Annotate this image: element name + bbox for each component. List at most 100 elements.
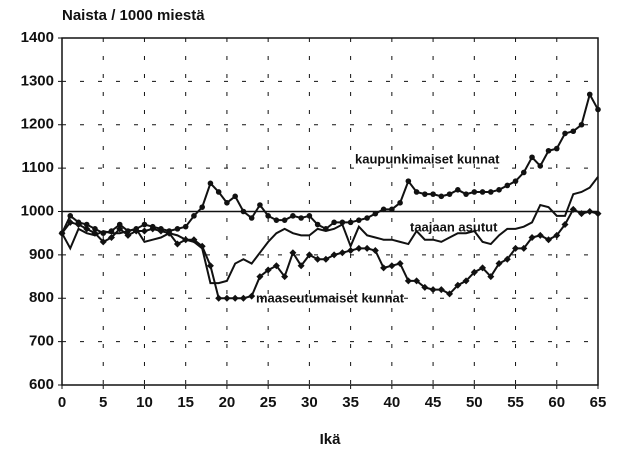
marker: [438, 193, 445, 200]
marker: [463, 191, 469, 197]
marker: [173, 240, 181, 248]
marker: [116, 221, 123, 228]
marker: [182, 236, 190, 244]
marker: [471, 189, 478, 195]
marker: [297, 262, 305, 270]
marker: [281, 217, 288, 223]
marker: [149, 225, 157, 233]
marker: [306, 213, 313, 219]
y-tick-label: 900: [29, 246, 54, 263]
marker: [215, 294, 223, 302]
marker: [586, 208, 594, 215]
marker: [264, 266, 272, 274]
x-tick-label: 30: [301, 394, 318, 411]
marker: [314, 221, 321, 228]
marker: [281, 273, 289, 281]
x-axis-title: Ikä: [320, 431, 342, 448]
marker: [495, 260, 503, 268]
marker: [66, 218, 74, 226]
series-line: [61, 176, 599, 285]
marker: [553, 145, 560, 152]
marker: [191, 213, 197, 219]
marker: [512, 244, 520, 252]
x-tick-label: 40: [384, 394, 401, 411]
marker: [446, 290, 454, 298]
marker: [339, 219, 346, 226]
marker: [207, 180, 214, 187]
marker: [389, 206, 395, 213]
marker: [165, 229, 173, 237]
marker: [314, 255, 322, 263]
marker: [67, 213, 74, 219]
marker: [595, 106, 601, 113]
marker: [455, 187, 461, 193]
marker: [232, 193, 238, 200]
marker: [322, 255, 330, 263]
marker: [487, 273, 495, 281]
marker: [199, 204, 205, 210]
marker: [331, 219, 337, 226]
marker: [356, 217, 362, 223]
y-tick-label: 1300: [21, 72, 54, 89]
marker: [397, 200, 403, 206]
marker: [257, 202, 263, 208]
marker: [413, 189, 420, 195]
marker: [347, 247, 355, 255]
marker: [338, 249, 346, 257]
y-tick-label: 1200: [21, 116, 54, 133]
marker: [347, 219, 354, 226]
marker: [248, 292, 256, 300]
marker: [404, 277, 412, 285]
marker: [265, 213, 271, 219]
marker: [437, 286, 445, 294]
x-tick-label: 65: [590, 394, 607, 411]
x-tick-label: 35: [342, 394, 359, 411]
y-tick-label: 700: [29, 333, 54, 350]
marker: [116, 225, 124, 233]
marker: [83, 225, 91, 233]
marker: [586, 91, 593, 98]
marker: [206, 262, 214, 270]
marker: [496, 187, 502, 193]
y-tick-label: 1100: [21, 159, 54, 176]
marker: [289, 249, 297, 257]
marker: [363, 244, 371, 252]
marker: [380, 206, 387, 213]
series-label: maaseutumaiset kunnat: [256, 290, 405, 305]
marker: [578, 121, 585, 128]
marker: [422, 191, 428, 197]
marker: [462, 277, 470, 285]
marker: [141, 221, 148, 228]
marker: [561, 221, 569, 229]
x-tick-label: 0: [58, 394, 66, 411]
marker: [224, 200, 230, 206]
marker: [239, 294, 247, 302]
marker: [504, 182, 511, 189]
marker: [92, 226, 98, 232]
marker: [58, 229, 66, 237]
marker: [371, 247, 379, 255]
x-tick-label: 5: [99, 394, 107, 411]
y-tick-label: 600: [29, 376, 54, 393]
marker: [215, 189, 222, 195]
series-label: kaupunkimaiset kunnat: [355, 151, 500, 166]
marker: [529, 154, 535, 161]
marker: [537, 163, 544, 169]
y-tick-label: 800: [29, 289, 54, 306]
marker: [223, 294, 231, 302]
marker: [569, 205, 577, 213]
marker: [413, 277, 421, 285]
marker: [405, 178, 412, 184]
marker: [305, 251, 313, 259]
marker: [430, 191, 436, 197]
y-tick-label: 1400: [21, 29, 54, 46]
x-tick-label: 10: [136, 394, 153, 411]
marker: [454, 281, 462, 289]
marker: [298, 215, 304, 221]
marker: [520, 169, 527, 176]
marker: [520, 244, 528, 252]
marker: [562, 130, 568, 137]
marker: [446, 191, 453, 197]
marker: [396, 260, 404, 268]
